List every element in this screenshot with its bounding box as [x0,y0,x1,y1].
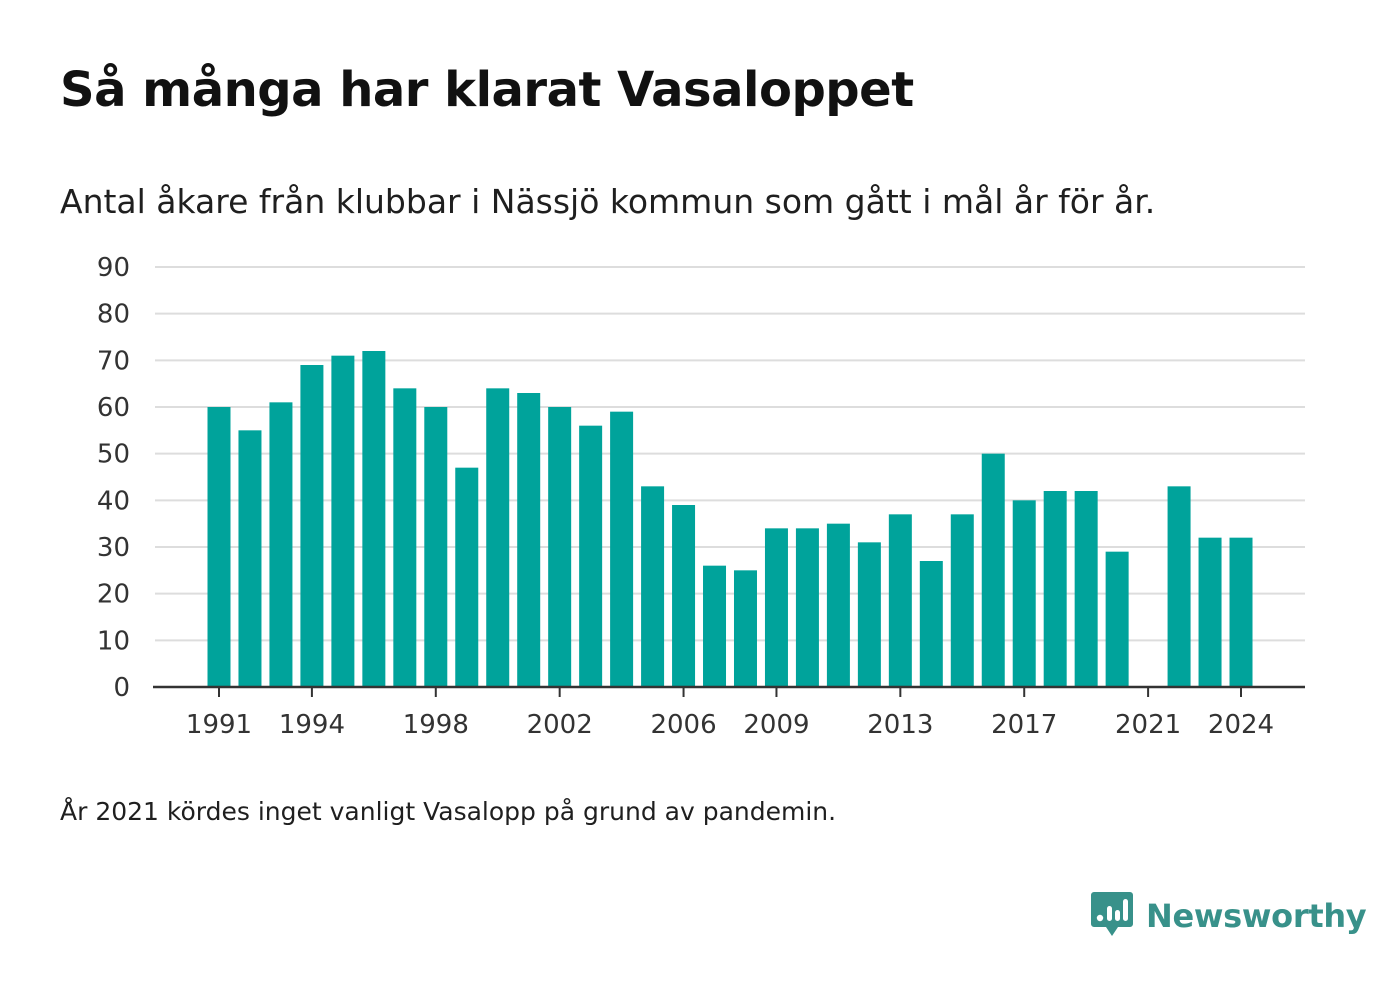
bar-1998 [424,407,448,687]
bar-2004 [610,411,634,687]
bar-1996 [362,351,386,687]
chart-subtitle: Antal åkare från klubbar i Nässjö kommun… [60,182,1156,221]
y-tick-label-80: 80 [97,300,130,330]
bar-2006 [672,505,696,687]
y-tick-label-70: 70 [97,346,130,376]
x-tick-label-1991: 1991 [186,710,252,740]
chart-title: Så många har klarat Vasaloppet [60,62,914,118]
bar-2017 [1012,500,1036,687]
bar-2014 [919,561,943,687]
bar-2022 [1167,486,1191,687]
bar-2010 [795,528,819,687]
bar-2005 [641,486,665,687]
x-tick-label-2024: 2024 [1208,710,1274,740]
bar-2016 [981,453,1005,687]
bar-2007 [703,565,727,687]
x-tick-label-2017: 2017 [991,710,1057,740]
bar-2023 [1198,537,1222,687]
y-axis-tick-labels: 0 10 20 30 40 50 60 70 80 90 [97,253,130,703]
x-tick-label-2013: 2013 [867,710,933,740]
bars [207,351,1253,687]
bar-2001 [517,393,541,687]
x-tick-label-1998: 1998 [403,710,469,740]
y-tick-label-90: 90 [97,253,130,283]
x-axis: 1991 1994 1998 2002 2006 2009 2013 2017 2021 2024 [153,685,1305,740]
y-tick-label-10: 10 [97,626,130,656]
bar-2000 [486,388,510,687]
x-tick-label-2002: 2002 [527,710,593,740]
bar-1997 [393,388,417,687]
bar-2008 [733,570,757,687]
bar-2020 [1105,551,1129,687]
bar-1994 [300,365,324,687]
bar-2011 [826,523,850,687]
y-tick-label-20: 20 [97,580,130,610]
bar-1991 [207,407,231,687]
x-tick-label-1994: 1994 [279,710,345,740]
bar-2012 [857,542,881,687]
y-tick-label-0: 0 [113,673,130,703]
y-tick-label-60: 60 [97,393,130,423]
bar-1992 [238,430,262,687]
bar-1995 [331,355,355,687]
footnote: År 2021 kördes inget vanligt Vasalopp på… [60,797,837,826]
newsworthy-logo-icon [1091,892,1133,936]
gridlines [155,266,1305,642]
bar-1999 [455,467,479,687]
brand-logo: Newsworthy [1090,890,1367,942]
y-tick-label-30: 30 [97,533,130,563]
bar-1993 [269,402,293,687]
brand-name: Newsworthy [1146,897,1367,935]
bar-2013 [888,514,912,687]
bar-2003 [579,425,603,687]
bar-chart: 0 10 20 30 40 50 60 70 80 90 1991 1994 1998 2002 2006… [97,253,1305,740]
y-tick-label-50: 50 [97,440,130,470]
x-tick-label-2021: 2021 [1115,710,1181,740]
bar-2002 [548,407,572,687]
x-tick-label-2009: 2009 [743,710,809,740]
bar-2009 [764,528,788,687]
x-tick-label-2006: 2006 [650,710,716,740]
bar-2019 [1074,491,1098,687]
y-tick-label-40: 40 [97,486,130,516]
bar-2018 [1043,491,1067,687]
bar-2024 [1229,537,1253,687]
bar-2015 [950,514,974,687]
